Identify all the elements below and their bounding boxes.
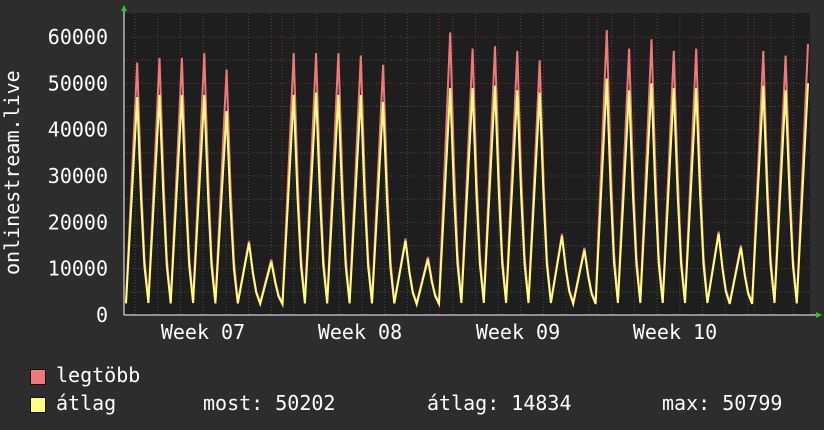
legend-swatch-legtobb: [30, 368, 46, 385]
y-tick-label: 30000: [48, 164, 108, 188]
x-tick-label: Week 08: [318, 320, 402, 340]
x-axis-arrow: [816, 312, 822, 318]
stat-now: most: 50202: [203, 391, 336, 415]
y-axis-arrow: [121, 5, 127, 11]
y-tick-label: 20000: [48, 210, 108, 234]
series-area: [125, 30, 809, 309]
legend-label: legtöbb: [56, 363, 141, 387]
chart-svg: 0 10000 20000 30000 40000 50000 60000 Week 07 We…: [0, 5, 822, 340]
x-tick-label: Week 07: [161, 320, 245, 340]
stat-max: max: 50799: [662, 391, 783, 415]
stat-average: átlag: 14834: [427, 391, 572, 415]
series-line-atlag: [125, 78, 809, 309]
y-tick-label: 60000: [48, 25, 108, 49]
axes: [121, 5, 822, 318]
y-axis-label: onlinestream.live: [0, 70, 24, 275]
x-tick-label: Week 10: [633, 320, 717, 340]
y-tick-label: 40000: [48, 118, 108, 142]
ticks: 0 10000 20000 30000 40000 50000 60000 Week 07 We…: [48, 25, 717, 340]
x-tick-label: Week 09: [476, 320, 560, 340]
y-tick-label: 50000: [48, 71, 108, 95]
y-tick-label: 0: [96, 303, 108, 327]
legend-swatch-atlag: [30, 396, 46, 413]
legend-item-legtobb: legtöbb: [30, 363, 140, 387]
legend-label: átlag: [56, 391, 117, 415]
legend-item-atlag: átlag: [30, 391, 116, 415]
y-tick-label: 10000: [48, 257, 108, 281]
grid: [123, 13, 810, 315]
